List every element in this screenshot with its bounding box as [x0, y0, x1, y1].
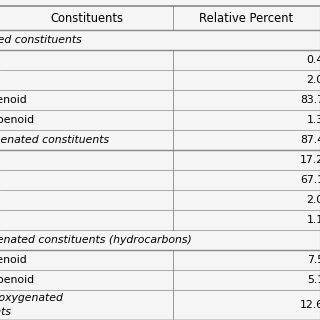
Text: Non-oxygenated constituents (hydrocarbons): Non-oxygenated constituents (hydrocarbon…	[0, 235, 192, 245]
Text: Oxygenated constituents: Oxygenated constituents	[0, 36, 82, 45]
Text: 83.7: 83.7	[300, 95, 320, 105]
Text: 12.6: 12.6	[300, 300, 320, 310]
Text: Monoterpenoid: Monoterpenoid	[0, 255, 28, 265]
Text: 5.1: 5.1	[307, 275, 320, 285]
Text: 87.4: 87.4	[300, 135, 320, 145]
Text: constituents: constituents	[0, 307, 12, 316]
Text: Total non-oxygenated: Total non-oxygenated	[0, 293, 63, 303]
Text: 67.1: 67.1	[300, 175, 320, 185]
Text: 2.0: 2.0	[307, 195, 320, 205]
Text: 1.3: 1.3	[307, 115, 320, 125]
Text: 0.4: 0.4	[307, 55, 320, 65]
Text: Relative Percent: Relative Percent	[199, 12, 293, 25]
Text: Constituents: Constituents	[50, 12, 123, 25]
Text: 1.1: 1.1	[307, 215, 320, 225]
Text: 2.0: 2.0	[307, 75, 320, 85]
Text: Total oxygenated constituents: Total oxygenated constituents	[0, 135, 109, 145]
Text: Sesquiterpenoid: Sesquiterpenoid	[0, 275, 34, 285]
Text: 17.2: 17.2	[300, 155, 320, 165]
Text: Monoterpenoid: Monoterpenoid	[0, 95, 28, 105]
Text: Sesquiterpenoid: Sesquiterpenoid	[0, 115, 34, 125]
Text: 7.5: 7.5	[307, 255, 320, 265]
